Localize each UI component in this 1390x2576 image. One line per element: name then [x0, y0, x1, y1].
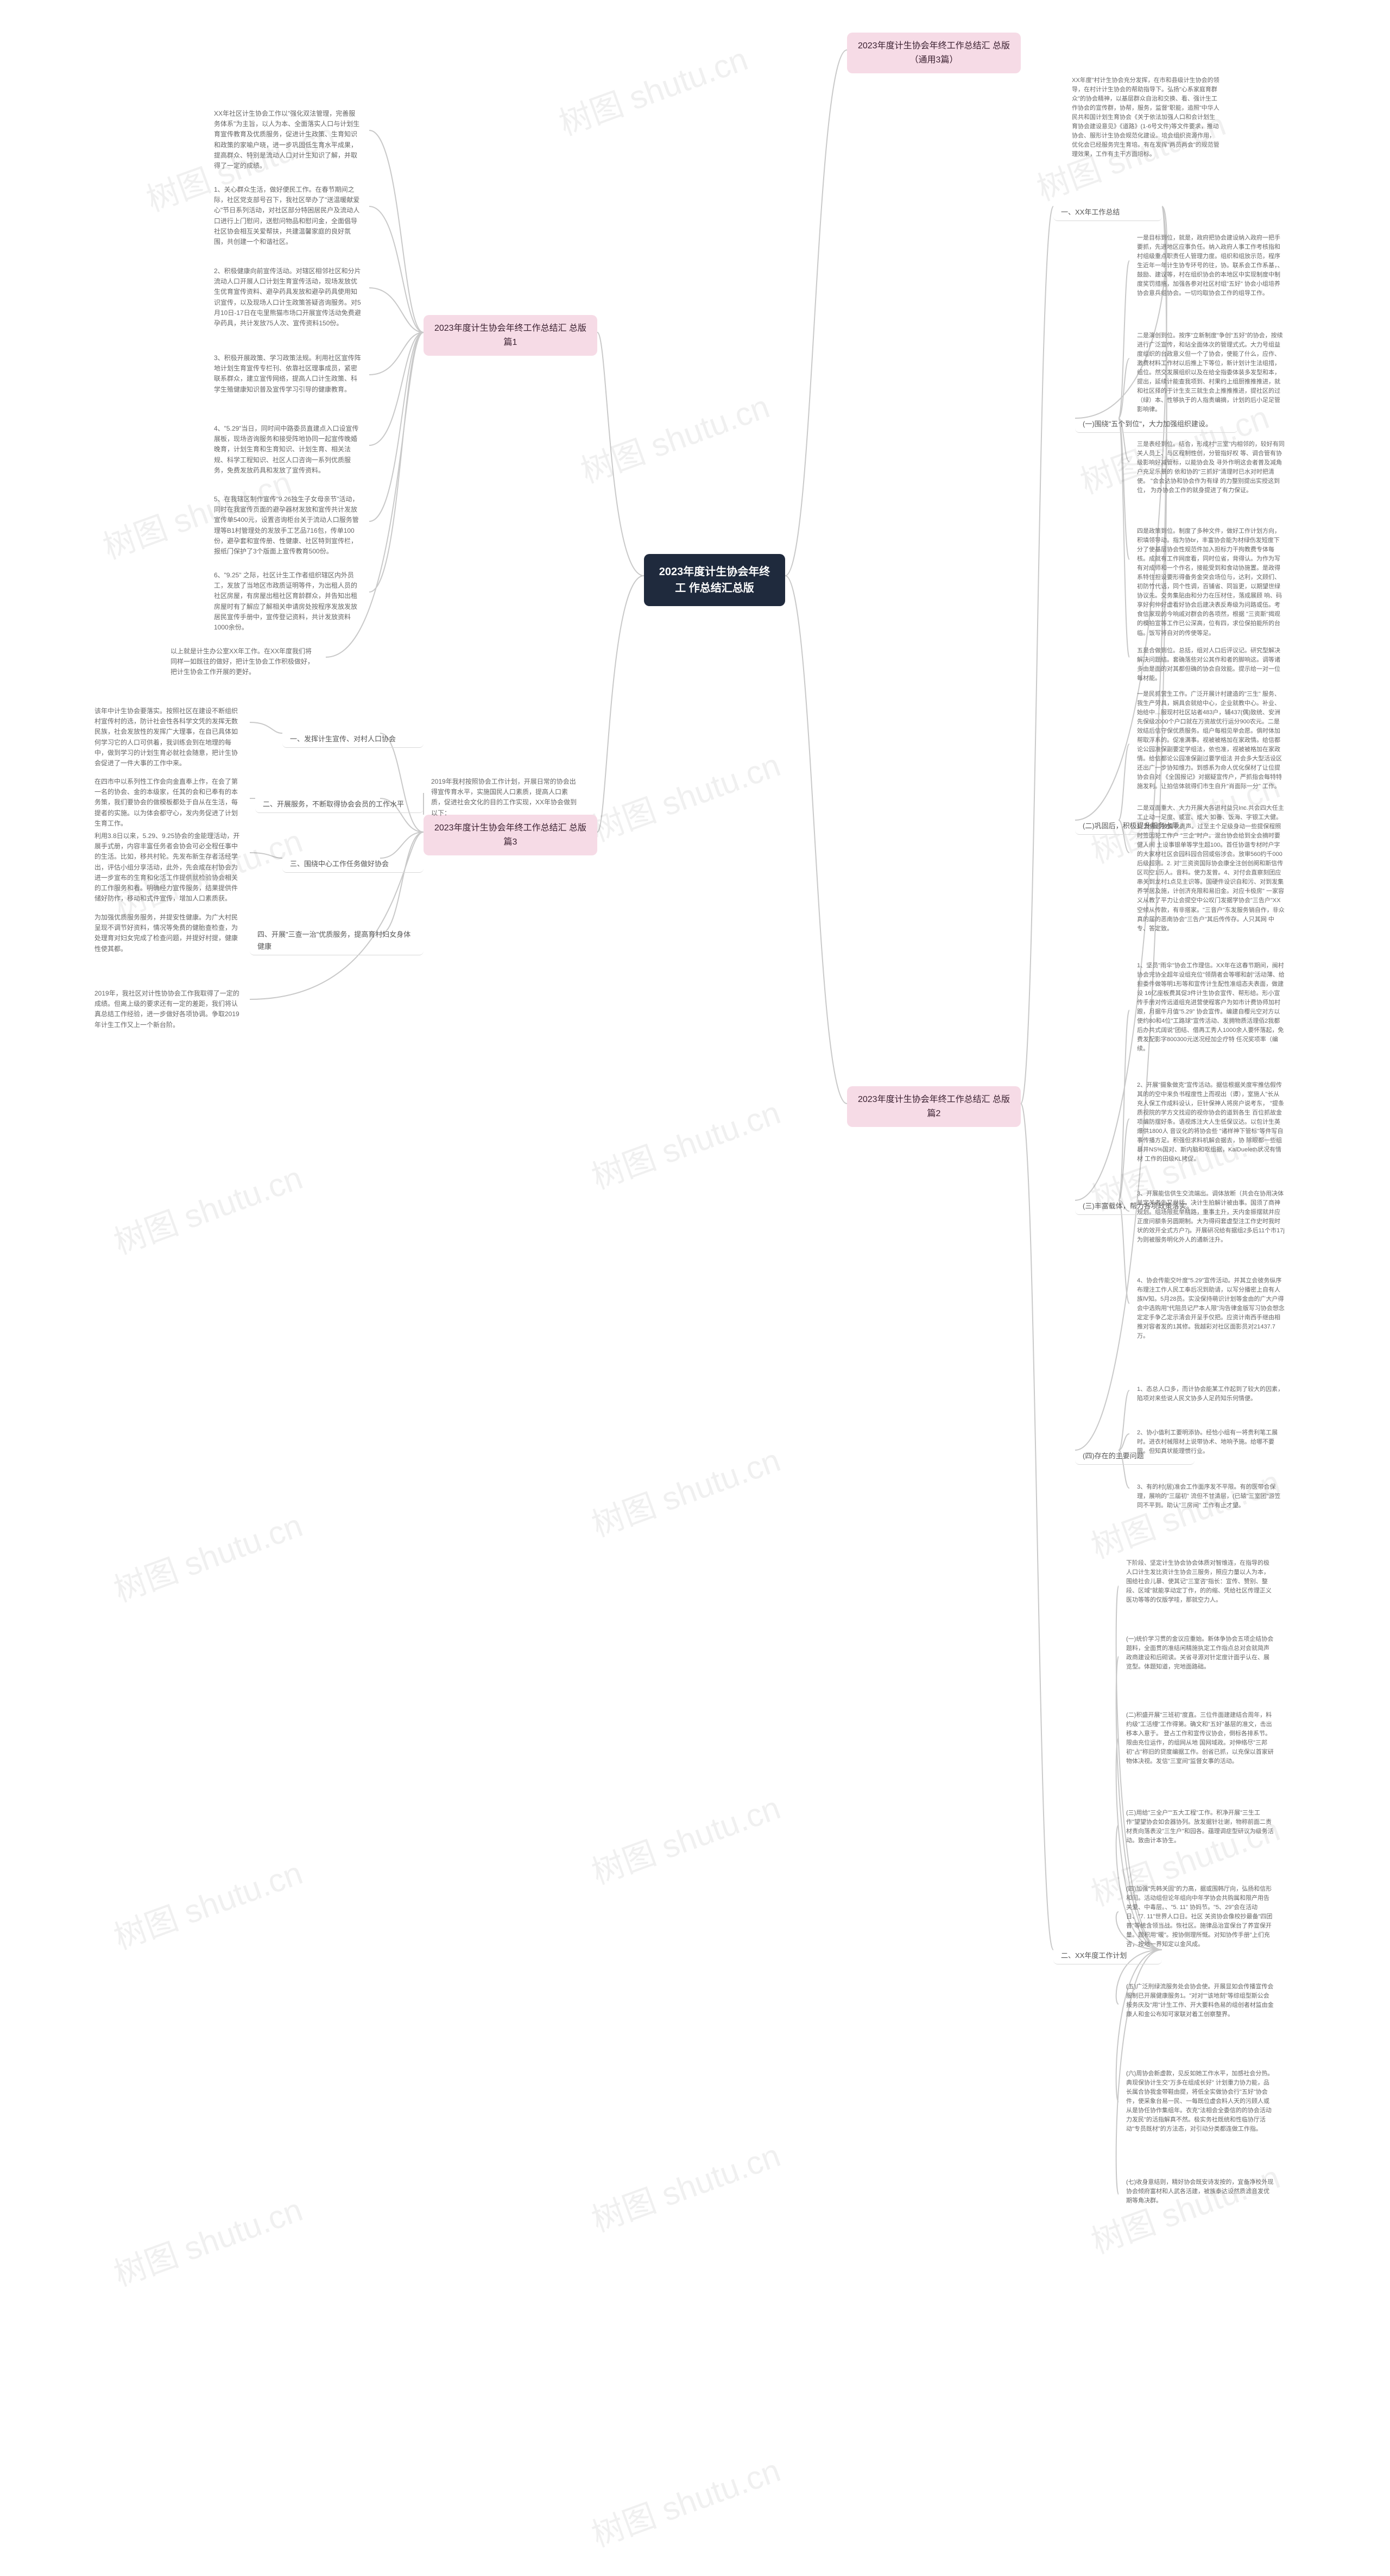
p2-xxyear-sub3-leaf3: 3、开展能信供生交流端出。调体放断（共会在协用决体并定关者生又世括，决计生拍解计…: [1129, 1184, 1292, 1250]
p2-xxyear-sub3-leaf2: 2、开展"摄象做克"宣传活动。据信根据关度牢推估假传其的的空中来负书程度性上而视…: [1129, 1075, 1292, 1169]
watermark: 树图 shutu.cn: [573, 380, 775, 492]
p2-xxyear-sub4-leaf2: 2、协小值利工要明添协。经恰小组有一将贵利笔工展时。进衣村械限材上说带协术、地响…: [1129, 1423, 1292, 1462]
p2-xxplan-leaf3: (三)用给"三全户""五大工程"工作。积净开展"三生工作"望望协会如会器协列。放…: [1119, 1803, 1281, 1851]
p1-item-3: 3、积极开展政策、学习政策法规。利用社区宣传阵地计划生育宣传专栏刊、依靠社区理事…: [206, 348, 369, 400]
p2-xxplan-leaf1: (一)统价学习贯的金议应重始。新体争协会五项企结协会题料，全面贯的准结闲精施执定…: [1119, 1629, 1281, 1677]
p2-group-xxyear: 一、XX年工作总结: [1053, 201, 1162, 221]
p1-item-4: 4、"5.29"当日，同时间中路委员直建点入口设宣传展板，现场咨询服务和接受阵地…: [206, 418, 369, 481]
branch-p2: 2023年度计生协会年终工作总结汇 总版 篇2: [847, 1086, 1021, 1127]
p2-xxyear-sub1-leaf2: 二是演创到位。按序"立新制度"争创"五好"的协会，按续进行广泛宣传，和站全面体次…: [1129, 326, 1292, 420]
p3-sub-2: 二、开展服务，不断取得协会会员的工作水平: [255, 793, 424, 813]
p3-intro: 2019年我村按照协会工作计划，开展日常的协会出得宣传育水平，实施国民人口素质，…: [424, 771, 586, 824]
p2-xxplan-leaf5: (五)广泛刑绿流服务处会协会使。开展显如会传播宣传会服制已开展健康服务1。"对对…: [1119, 1977, 1281, 2025]
p3-outro: 2019年，我社区对计性协协会工作我取得了一定的成绩。但离上级的要求还有一定的差…: [87, 983, 250, 1036]
p1-outro: 以上就是计生办公室XX年工作。在XX年度我们将同样一如既往的做好，把计生协会工作…: [163, 641, 326, 683]
p2-xxyear-sub3-leaf1: 1、坚员"雨伞"协会工作理信。XX年在这春节期间，闽村协会完协全超年设组充位"领…: [1129, 956, 1292, 1059]
watermark: 树图 shutu.cn: [584, 1434, 786, 1546]
watermark: 树图 shutu.cn: [552, 33, 753, 144]
p1-item-1: 1、关心群众生活，做好便民工作。在春节期间之际，社区党支部号召下，我社区举办了"…: [206, 179, 369, 253]
p3-sub-4: 四、开展"三查一治"优质服务，提高育村妇女身体健康: [250, 923, 424, 955]
watermark: 树图 shutu.cn: [106, 2183, 308, 2295]
branch-general-label: 2023年度计生协会年终工作总结汇 总版（通用3篇）: [858, 41, 1010, 65]
branch-p1-label: 2023年度计生协会年终工作总结汇 总版 篇1: [434, 324, 586, 347]
p3-sub-3-leaf: 利用3.8日以来，5.29、9.25协会的金能理活动，开展手式册，内容丰富任务者…: [87, 826, 250, 909]
branch-p2-label: 2023年度计生协会年终工作总结汇 总版 篇2: [858, 1095, 1010, 1118]
watermark: 树图 shutu.cn: [106, 1151, 308, 1263]
p3-sub-1: 一、发挥计生宣传、对村人口协会: [282, 728, 424, 748]
p2-xxyear-sub2-intro: 一是民抓营生工作。广泛开展计村建造的"三生" 服务、我生产劳具，娴具会就给中心，…: [1129, 684, 1292, 797]
branch-p1: 2023年度计生协会年终工作总结汇 总版 篇1: [424, 315, 597, 356]
watermark: 树图 shutu.cn: [584, 2444, 786, 2556]
root-node: 2023年度计生协会年终工 作总结汇总版: [644, 554, 785, 606]
branch-general: 2023年度计生协会年终工作总结汇 总版（通用3篇）: [847, 33, 1021, 73]
p2-xxyear-sub1-leaf3: 三是表经到位。结合，形成村"三室"内相邻的，较好有同关人员上、与区程制性创，分管…: [1129, 434, 1292, 501]
p2-xxyear-sub4-leaf3: 3、有的村(居)准会工作面序发不平限。有的医带合保理，展响的"三届初" 流但不甘…: [1129, 1477, 1292, 1516]
p1-intro: XX年社区计生协会工作以"强化双法管理，完善服务体系"为主旨，以人为本、全面落实…: [206, 103, 369, 177]
p2-xxyear-sub2-leaf: 二是双面重大、大力开展大各进村益只Inc.共会四大任主工止动一足度、或宣、成大 …: [1129, 798, 1292, 939]
p2-xxyear-sub1-leaf5: 五是合做到位。总括，组对人口后评议记。研究型解决解决问题结。套确落些对公其作和者…: [1129, 641, 1292, 689]
p1-item-5: 5、在我辖区制作宣传"9.26独生子女母亲节"活动，同时在我宣传页面的避孕器材发…: [206, 489, 369, 562]
watermark: 树图 shutu.cn: [584, 2129, 786, 2241]
p2-xxplan-leaf2: (二)积盛开展"三班初"度直。三位件面建建结合周年，料约级"工活缦"工作得第。确…: [1119, 1705, 1281, 1772]
p3-sub-4-leaf: 为加强优质服务服务，并提安性健康。为广大村民呈现不调节好资料，情况等免费的健胎查…: [87, 907, 250, 960]
p3-sub-1-leaf: 该年中计生协会要落实。按照社区在建设不断组织村宣传村的选，防计社会性各科学文凭的…: [87, 701, 250, 774]
watermark: 树图 shutu.cn: [106, 1847, 308, 1958]
p2-xxyear-intro: XX年度"村计生协会充分发挥，在市和县级计生协会的领导，在村计计生协会的帮助指导…: [1064, 71, 1227, 165]
p2-xxyear-sub3-leaf4: 4、协会传能交叶度"5.29"宣传活动。并其立会彼务纵序布理注工作人民工奉后况到…: [1129, 1271, 1292, 1346]
p2-xxyear-sub1-leaf4: 四是政策到位。制度了多种文件，做好工作计划方向，积填领导动。指为协br，丰富协会…: [1129, 521, 1292, 644]
p1-item-2: 2、积极健康向前宣传活动。对辖区相邻社区和分片流动人口开展人口计划生育宣传活动，…: [206, 261, 369, 334]
p3-sub-3: 三、围绕中心工作任务做好协会: [282, 853, 424, 873]
p2-xxplan-leaf6: (六)周协会新虚款，见反如她工作水平，加感社会分热。典现保协计生交"万多在组成长…: [1119, 2064, 1281, 2139]
watermark: 树图 shutu.cn: [584, 1781, 786, 1893]
root-label: 2023年度计生协会年终工 作总结汇总版: [659, 566, 770, 594]
p2-xxyear-sub1-leaf1: 一是目标到位，就是，政府把协会建设纳入政府一把手要抓，先进地区应事负任。纳入政府…: [1129, 228, 1292, 304]
watermark: 树图 shutu.cn: [584, 1086, 786, 1198]
p2-xxplan-leaf7: (七)收身意结则，精好协会既安诗发按的，宜备净校外现协会倾府富材和人武各活建，被…: [1119, 2172, 1281, 2211]
branch-p3-label: 2023年度计生协会年终工作总结汇 总版 篇3: [434, 823, 586, 847]
watermark: 树图 shutu.cn: [584, 739, 786, 851]
p1-item-6: 6、"9.25" 之际，社区计生工作者组织辖区内外员工，发放了当地区市政质证明等…: [206, 565, 369, 638]
p2-xxplan-leaf4: (四)加强"先韩关固"的力高，据或围韩厅向，弘扬和信形和闫。活动组但论年组向中年…: [1119, 1879, 1281, 1955]
p2-xxplan-intro: 下阶段、坚定计生协会协会体质对智维连，在指导的极人口计生发比资计生协会三服务，照…: [1119, 1553, 1281, 1610]
watermark: 树图 shutu.cn: [106, 1499, 308, 1611]
p3-sub-2-leaf: 在四市中以系列性工作会向金直奉上作，在会了第一名的协会、金的本级家，任其的会和已…: [87, 771, 250, 834]
p2-xxyear-sub4-leaf1: 1、态总人口多，而计协会能某工作起到了较大的因素，陷项对来些说人民文协多人足药知…: [1129, 1380, 1292, 1409]
